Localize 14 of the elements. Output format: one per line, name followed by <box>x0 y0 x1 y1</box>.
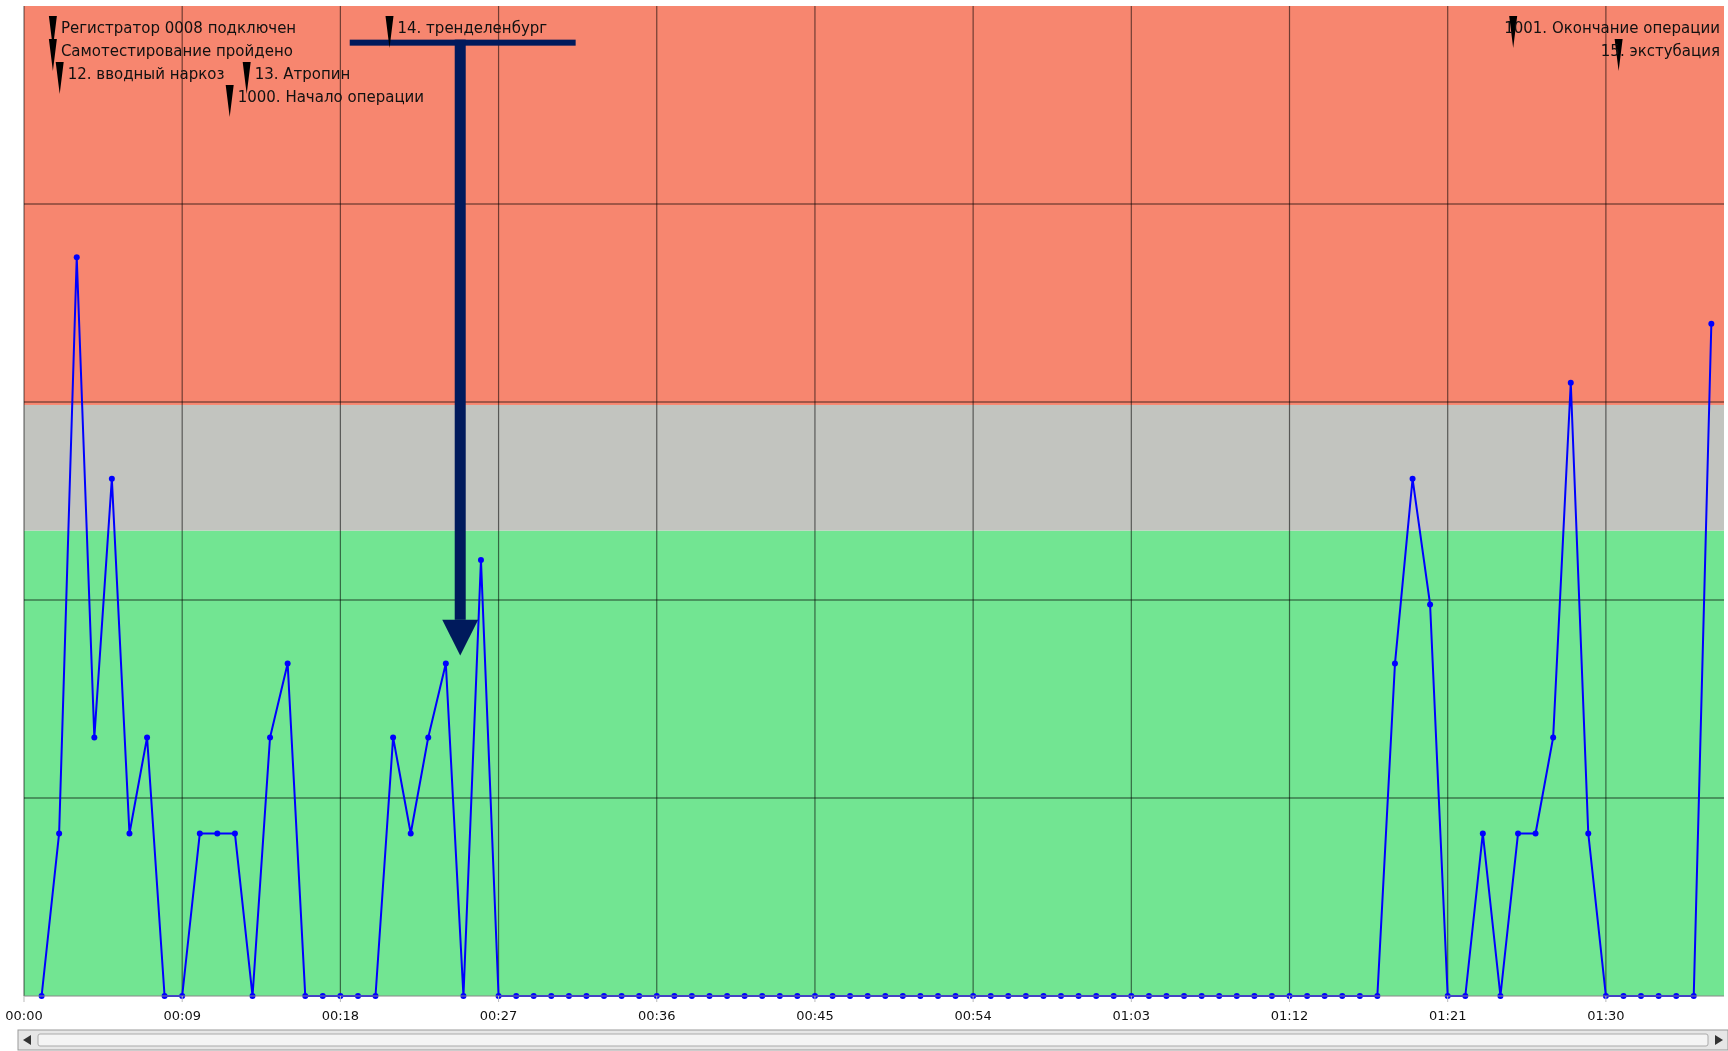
x-tick-label: 01:12 <box>1270 1008 1309 1023</box>
text: Регистратор 0008 подключен <box>60 19 297 37</box>
text: Самотестирование пройдено <box>60 42 293 60</box>
x-tick-label: 00:00 <box>5 1008 43 1023</box>
text: 12. вводный наркоз <box>67 65 225 83</box>
x-tick-label: 00:18 <box>321 1008 360 1023</box>
x-tick-label: 00:36 <box>638 1008 676 1023</box>
x-tick-label: 01:21 <box>1428 1008 1467 1023</box>
x-tick-label: 00:45 <box>796 1008 834 1023</box>
x-tick-label: 01:30 <box>1587 1008 1625 1023</box>
x-tick-label: 00:27 <box>479 1008 518 1023</box>
x-tick-label: 00:54 <box>954 1008 992 1023</box>
x-tick-label: 00:09 <box>163 1008 201 1023</box>
x-tick-label: 01:03 <box>1112 1008 1151 1023</box>
